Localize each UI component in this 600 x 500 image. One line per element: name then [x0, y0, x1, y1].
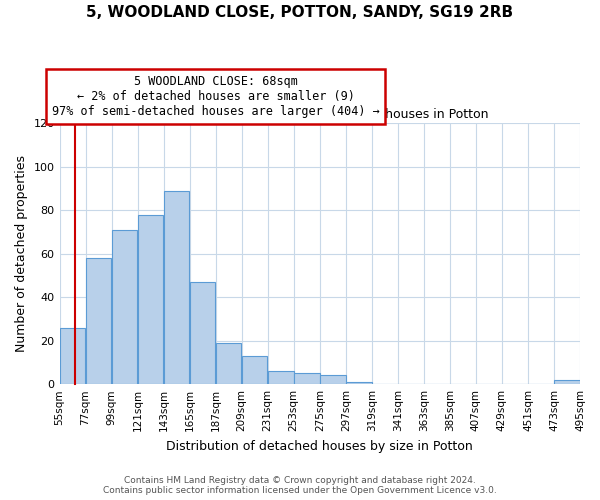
- Bar: [294, 374, 320, 384]
- Bar: [346, 382, 371, 384]
- Bar: [268, 371, 293, 384]
- Title: Size of property relative to detached houses in Potton: Size of property relative to detached ho…: [151, 108, 488, 120]
- Y-axis label: Number of detached properties: Number of detached properties: [15, 155, 28, 352]
- Bar: [190, 282, 215, 384]
- Bar: [112, 230, 137, 384]
- Bar: [86, 258, 112, 384]
- X-axis label: Distribution of detached houses by size in Potton: Distribution of detached houses by size …: [166, 440, 473, 452]
- Bar: [320, 376, 346, 384]
- Bar: [138, 214, 163, 384]
- Text: 5, WOODLAND CLOSE, POTTON, SANDY, SG19 2RB: 5, WOODLAND CLOSE, POTTON, SANDY, SG19 2…: [86, 5, 514, 20]
- Bar: [164, 190, 190, 384]
- Bar: [60, 328, 85, 384]
- Bar: [242, 356, 268, 384]
- Bar: [216, 343, 241, 384]
- Text: 5 WOODLAND CLOSE: 68sqm
← 2% of detached houses are smaller (9)
97% of semi-deta: 5 WOODLAND CLOSE: 68sqm ← 2% of detached…: [52, 75, 380, 118]
- Bar: [554, 380, 580, 384]
- Text: Contains HM Land Registry data © Crown copyright and database right 2024.
Contai: Contains HM Land Registry data © Crown c…: [103, 476, 497, 495]
